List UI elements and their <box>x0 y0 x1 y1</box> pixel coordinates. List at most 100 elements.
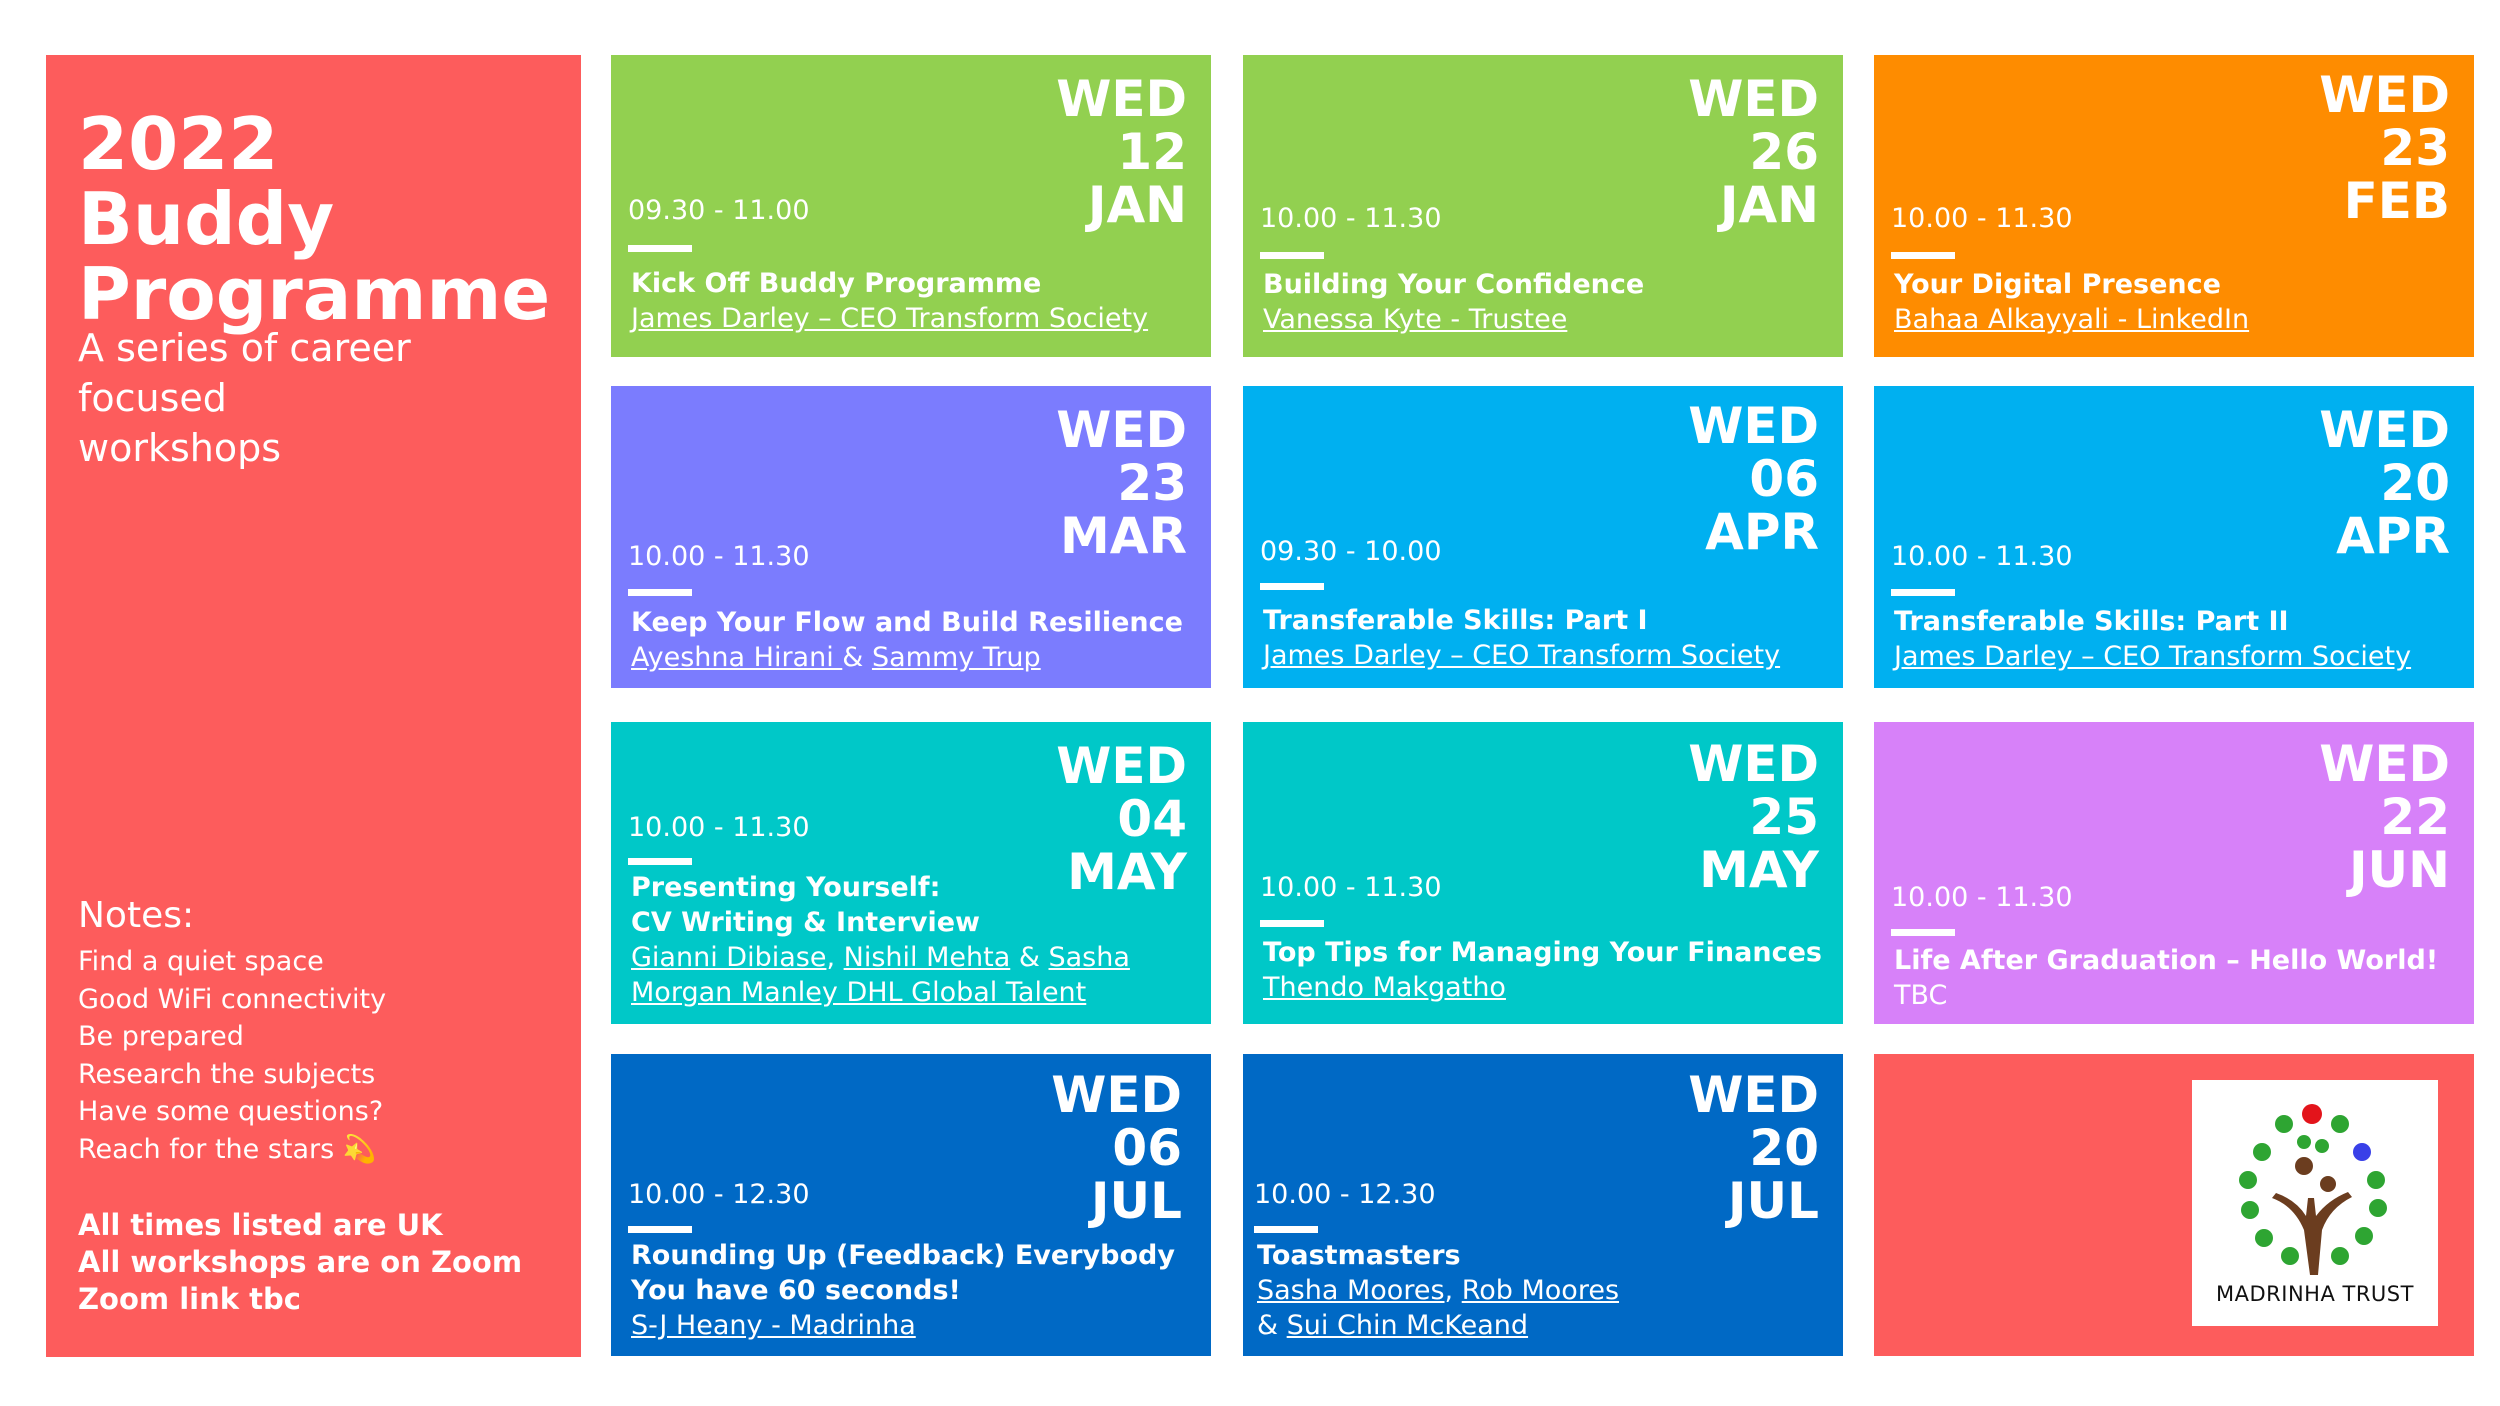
ampersand: & <box>1018 942 1040 973</box>
workshop-info: Keep Your Flow and Build Resilience Ayes… <box>631 605 1191 675</box>
workshop-title: Building Your Confidence <box>1263 269 1645 300</box>
workshop-card-20-apr: WED 20 APR 10.00 - 11.30 Transferable Sk… <box>1874 386 2474 688</box>
divider <box>1891 589 1955 596</box>
workshop-time: 10.00 - 11.30 <box>1891 882 2073 913</box>
workshop-title: Top Tips for Managing Your Finances <box>1263 937 1822 968</box>
speaker-link[interactable]: Sasha <box>1048 942 1130 973</box>
workshop-info: Building Your Confidence Vanessa Kyte - … <box>1263 267 1823 337</box>
workshop-card-23-mar: WED 23 MAR 10.00 - 11.30 Keep Your Flow … <box>611 386 1211 688</box>
speaker-link[interactable]: Vanessa Kyte - Trustee <box>1263 304 1568 335</box>
speaker-link[interactable]: Rob Moores <box>1461 1275 1620 1306</box>
workshop-title: You have 60 seconds! <box>631 1275 961 1306</box>
workshop-card-25-may: WED 25 MAY 10.00 - 11.30 Top Tips for Ma… <box>1243 722 1843 1024</box>
speaker-link[interactable]: Sui Chin McKeand <box>1286 1310 1529 1341</box>
speaker-link[interactable]: Thendo Makgatho <box>1263 972 1506 1003</box>
workshop-card-12-jan: WED 12 JAN 09.30 - 11.00 Kick Off Buddy … <box>611 55 1211 357</box>
workshop-card-06-jul: WED 06 JUL 10.00 - 12.30 Rounding Up (Fe… <box>611 1054 1211 1356</box>
workshop-time: 10.00 - 11.30 <box>1891 203 2073 234</box>
workshop-title: Presenting Yourself: <box>631 872 941 903</box>
speaker-link[interactable]: Morgan Manley DHL Global Talent <box>631 977 1087 1008</box>
divider <box>1260 920 1324 927</box>
workshop-title: Toastmasters <box>1257 1240 1461 1271</box>
workshop-date: WED 06 JUL <box>1051 1066 1182 1230</box>
workshop-date: WED 12 JAN <box>1056 70 1187 234</box>
note-item: Reach for the stars 💫 <box>78 1133 377 1165</box>
workshop-time: 10.00 - 11.30 <box>1260 872 1442 903</box>
logo-panel: MADRINHA TRUST <box>1874 1054 2474 1356</box>
zoom-note: All workshops are on Zoom <box>78 1245 523 1279</box>
workshop-card-22-jun: WED 22 JUN 10.00 - 11.30 Life After Grad… <box>1874 722 2474 1024</box>
madrinha-trust-logo: MADRINHA TRUST <box>2192 1080 2438 1326</box>
note-item: Good WiFi connectivity <box>78 983 387 1015</box>
workshop-date: WED 20 APR <box>2319 401 2450 565</box>
workshop-card-04-may: WED 04 MAY 10.00 - 11.30 Presenting Your… <box>611 722 1211 1024</box>
workshop-title: Life After Graduation – Hello World! <box>1894 945 2439 976</box>
comma: , <box>1444 1275 1454 1306</box>
timezone-note: All times listed are UK <box>78 1208 443 1242</box>
workshop-time: 09.30 - 10.00 <box>1260 536 1442 567</box>
workshop-date: WED 06 APR <box>1688 397 1819 561</box>
workshop-date: WED 25 MAY <box>1688 735 1819 899</box>
workshop-info: Your Digital Presence Bahaa Alkayyali - … <box>1894 267 2454 337</box>
workshop-date: WED 22 JUN <box>2319 735 2450 899</box>
workshop-date: WED 26 JAN <box>1688 70 1819 234</box>
workshop-title: Keep Your Flow and Build Resilience <box>631 607 1183 638</box>
workshop-title: Kick Off Buddy Programme <box>631 268 1042 299</box>
workshop-info: Presenting Yourself: CV Writing & Interv… <box>631 870 1191 1010</box>
divider <box>1260 252 1324 259</box>
speaker-link[interactable]: James Darley – CEO Transform Society <box>631 303 1149 334</box>
logo-name: MADRINHA TRUST <box>2216 1282 2414 1306</box>
workshop-time: 10.00 - 12.30 <box>628 1179 810 1210</box>
workshop-time: 10.00 - 11.30 <box>628 812 810 843</box>
sidebar-panel: 2022 Buddy Programme A series of career … <box>46 55 581 1357</box>
speaker-link[interactable]: Nishil Mehta <box>843 942 1011 973</box>
workshop-card-06-apr: WED 06 APR 09.30 - 10.00 Transferable Sk… <box>1243 386 1843 688</box>
workshop-time: 10.00 - 12.30 <box>1254 1179 1436 1210</box>
workshop-title: Transferable Skills: Part I <box>1263 605 1648 636</box>
notes-heading: Notes: <box>78 895 195 936</box>
divider <box>1254 1226 1318 1233</box>
divider <box>1891 252 1955 259</box>
workshop-card-26-jan: WED 26 JAN 10.00 - 11.30 Building Your C… <box>1243 55 1843 357</box>
speaker-link[interactable]: Gianni Dibiase <box>631 942 827 973</box>
speaker-link[interactable]: Ayeshna Hirani <box>631 642 843 673</box>
workshop-title: Your Digital Presence <box>1894 269 2221 300</box>
workshop-info: Rounding Up (Feedback) Everybody You hav… <box>631 1238 1191 1343</box>
notes-list: Find a quiet space Good WiFi connectivit… <box>78 943 386 1168</box>
workshop-title: Rounding Up (Feedback) Everybody <box>631 1240 1175 1271</box>
divider <box>1891 929 1955 936</box>
ampersand: & <box>1257 1310 1279 1341</box>
workshop-date: WED 20 JUL <box>1688 1066 1819 1230</box>
tree-icon <box>2239 1104 2387 1275</box>
speaker-link[interactable]: Bahaa Alkayyali - LinkedIn <box>1894 304 2250 335</box>
speaker-link[interactable]: James Darley – CEO Transform Society <box>1263 640 1781 671</box>
workshop-info: Toastmasters Sasha Moores, Rob Moores & … <box>1257 1238 1823 1343</box>
workshop-date: WED 23 MAR <box>1056 401 1187 565</box>
note-item: Find a quiet space <box>78 946 324 977</box>
speaker-link[interactable]: James Darley – CEO Transform Society <box>1894 641 2412 672</box>
workshop-card-23-feb: WED 23 FEB 10.00 - 11.30 Your Digital Pr… <box>1874 55 2474 357</box>
workshop-info: Kick Off Buddy Programme James Darley – … <box>631 266 1191 336</box>
divider <box>628 1226 692 1233</box>
ampersand: & <box>842 642 864 673</box>
comma: , <box>826 942 836 973</box>
speaker-link[interactable]: S-J Heany - Madrinha <box>631 1310 916 1341</box>
workshop-date: WED 04 MAY <box>1056 737 1187 901</box>
divider <box>628 589 692 596</box>
programme-title: 2022 Buddy Programme <box>78 102 551 336</box>
divider <box>628 245 692 252</box>
divider <box>1260 583 1324 590</box>
workshop-title: Transferable Skills: Part II <box>1894 606 2289 637</box>
speaker-link[interactable]: Sammy Trup <box>871 642 1041 673</box>
workshop-info: Life After Graduation – Hello World! TBC <box>1894 943 2454 1013</box>
logistics-notes: All times listed are UK All workshops ar… <box>78 1207 522 1318</box>
zoom-link-note: Zoom link tbc <box>78 1282 301 1316</box>
workshop-time: 10.00 - 11.30 <box>628 541 810 572</box>
workshop-time: 10.00 - 11.30 <box>1891 541 2073 572</box>
note-item: Research the subjects <box>78 1058 376 1090</box>
speaker-link[interactable]: Sasha Moores <box>1257 1275 1445 1306</box>
workshop-card-20-jul: WED 20 JUL 10.00 - 12.30 Toastmasters Sa… <box>1243 1054 1843 1356</box>
programme-subtitle: A series of career focused workshops <box>78 326 411 470</box>
workshop-info: Transferable Skills: Part II James Darle… <box>1894 604 2454 674</box>
note-item: Have some questions? <box>78 1096 384 1127</box>
